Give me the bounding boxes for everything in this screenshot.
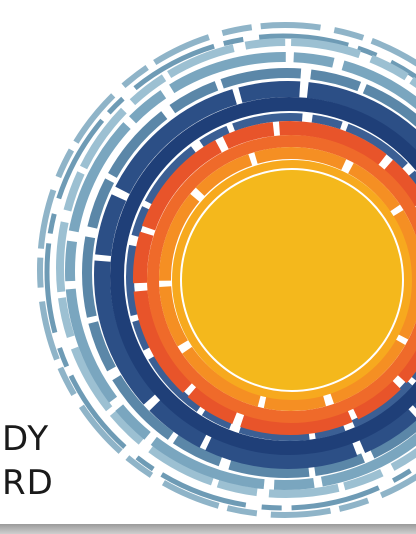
ring (172, 160, 412, 400)
outer-rings (37, 22, 416, 518)
ring (147, 135, 416, 423)
logo-text: DY (2, 419, 50, 459)
ring (133, 121, 416, 435)
ring (126, 113, 416, 441)
ring (159, 147, 416, 411)
logo-text: RD (2, 463, 54, 503)
ring (37, 22, 416, 518)
blue-rings (94, 81, 416, 469)
bottom-bar (0, 524, 416, 534)
sun-core (182, 170, 402, 390)
ring (44, 33, 416, 511)
ring (65, 52, 416, 490)
ring (82, 68, 416, 478)
ring (56, 38, 416, 498)
ring (110, 97, 416, 455)
ring (94, 81, 416, 469)
orange-rings (133, 121, 416, 435)
